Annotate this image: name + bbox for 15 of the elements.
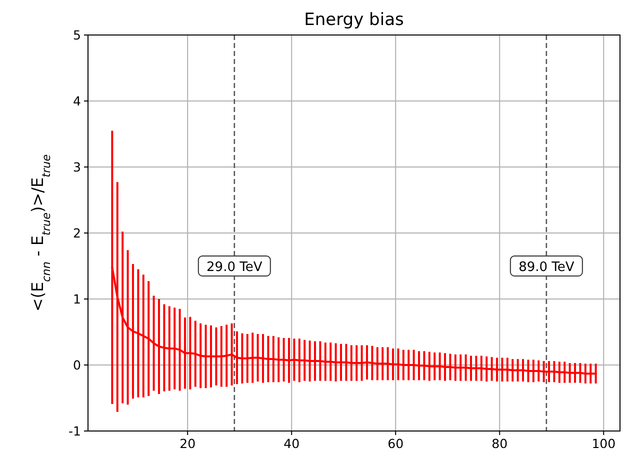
- x-tick-label: 20: [180, 436, 196, 451]
- y-tick-label: 1: [73, 292, 81, 306]
- x-tick-label: 40: [284, 436, 300, 451]
- x-tick-label: 80: [492, 436, 508, 451]
- y-tick-label: 0: [73, 358, 82, 372]
- x-tick-label: 100: [592, 436, 616, 451]
- y-tick-label: 4: [73, 94, 82, 108]
- ref-line-label: 29.0 TeV: [206, 260, 262, 275]
- ref-line-label: 89.0 TeV: [518, 260, 574, 275]
- y-tick-label: 2: [73, 226, 81, 240]
- y-tick-label: 5: [73, 28, 81, 42]
- chart-title: Energy bias: [304, 10, 404, 30]
- y-tick-label: 3: [73, 160, 81, 174]
- x-tick-label: 60: [388, 436, 404, 451]
- y-tick-label: -1: [68, 424, 81, 438]
